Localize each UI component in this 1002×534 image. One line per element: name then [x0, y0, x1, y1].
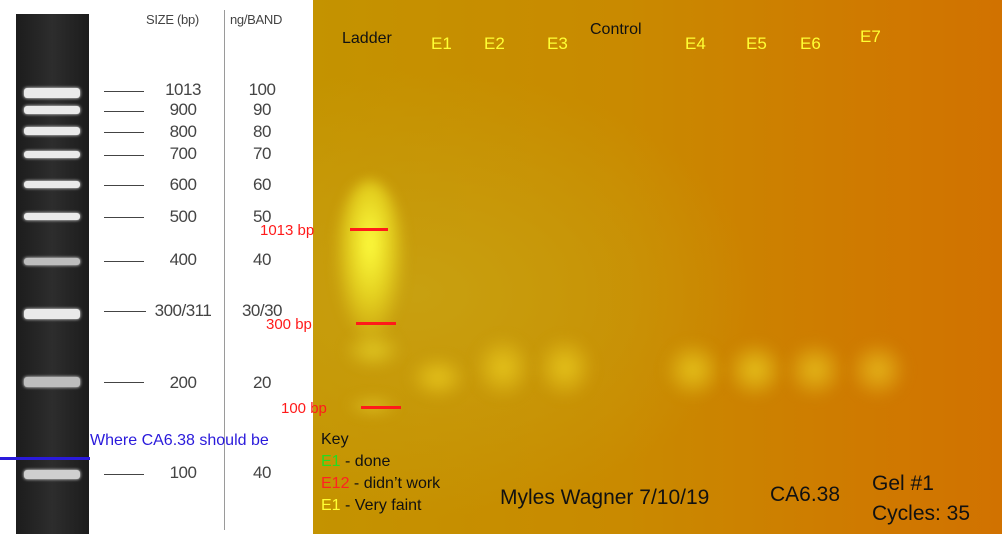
lane-e5-band — [725, 340, 785, 400]
size-label: 700 — [169, 144, 197, 163]
gel-number: Gel #1 — [872, 472, 934, 495]
column-divider — [224, 10, 225, 530]
ng-label: 90 — [253, 100, 271, 119]
key-item-failed: E12 - didn’t work — [321, 475, 440, 493]
ng-label: 100 — [248, 80, 276, 99]
key-code: E1 — [321, 453, 341, 470]
ladder-smear — [335, 180, 405, 340]
ng-label: 40 — [253, 250, 271, 269]
tick-300 — [104, 311, 146, 312]
lane-label-e3: E3 — [547, 34, 568, 53]
ng-label: 40 — [253, 463, 271, 482]
lane-e2-band — [473, 335, 533, 400]
ng-label: 50 — [253, 207, 271, 226]
key-text: - Very faint — [340, 497, 422, 514]
ref-band-900 — [24, 106, 80, 114]
ng-label: 70 — [253, 144, 271, 163]
ng-label: 20 — [253, 373, 271, 392]
size-label: 400 — [169, 250, 197, 269]
ref-band-700 — [24, 151, 80, 158]
tick-500 — [104, 217, 144, 218]
ref-band-300 — [24, 309, 80, 319]
size-label: 900 — [169, 100, 197, 119]
key-text: - done — [340, 453, 391, 470]
tick-200 — [104, 382, 144, 383]
lane-e1-band — [408, 355, 468, 400]
key-item-done: E1 - done — [321, 453, 390, 471]
marker-label-100: 100 bp — [281, 400, 327, 417]
cycle-count: Cycles: 35 — [872, 502, 971, 525]
primer-name: CA6.38 — [770, 483, 841, 506]
lane-label-ladder: Ladder — [342, 30, 392, 47]
ref-band-1013 — [24, 88, 80, 98]
key-item-faint: E1 - Very faint — [321, 497, 422, 515]
ng-label: 60 — [253, 175, 271, 194]
tick-600 — [104, 185, 144, 186]
ladder-low-band — [343, 330, 403, 370]
size-label: 800 — [169, 122, 197, 141]
size-label: 500 — [169, 207, 197, 226]
tick-800 — [104, 132, 144, 133]
ref-band-600 — [24, 181, 80, 188]
key-text: - didn’t work — [349, 475, 441, 492]
ref-band-800 — [24, 127, 80, 135]
gel-image: Ladder E1 E2 E3 Control E4 E5 E6 E7 — [313, 0, 1002, 534]
expected-position-line — [0, 457, 90, 460]
size-label: 200 — [169, 373, 197, 392]
tick-100 — [104, 474, 144, 475]
lane-e4-band — [663, 340, 723, 400]
lane-label-e2: E2 — [484, 34, 505, 53]
marker-line-1013 — [350, 228, 388, 231]
lane-e3-band — [535, 335, 595, 400]
lane-e7-band — [848, 340, 908, 400]
ref-band-400 — [24, 258, 80, 265]
lane-label-e4: E4 — [685, 34, 706, 53]
marker-line-100 — [361, 406, 401, 409]
reference-ladder-lane — [16, 14, 89, 534]
lane-label-e7: E7 — [860, 27, 881, 46]
expected-position-note: Where CA6.38 should be — [90, 432, 269, 449]
reference-ladder-panel: SIZE (bp) ng/BAND 1013 900 800 700 600 5… — [0, 0, 313, 534]
author-date: Myles Wagner 7/10/19 — [500, 486, 710, 509]
marker-label-1013: 1013 bp — [260, 222, 315, 239]
ng-label: 80 — [253, 122, 271, 141]
key-title: Key — [321, 431, 349, 448]
lane-label-e6: E6 — [800, 34, 821, 53]
tick-400 — [104, 261, 144, 262]
lane-label-e5: E5 — [746, 34, 767, 53]
key-code: E12 — [321, 475, 350, 492]
size-label: 100 — [169, 463, 197, 482]
size-header: SIZE (bp) — [146, 12, 199, 27]
marker-line-300 — [356, 322, 396, 325]
tick-900 — [104, 111, 144, 112]
tick-1013 — [104, 91, 144, 92]
size-label: 300/311 — [154, 301, 212, 320]
ng-label: 30/30 — [241, 301, 283, 320]
key-code: E1 — [321, 497, 341, 514]
lane-e6-band — [785, 340, 845, 400]
ref-band-100 — [24, 470, 80, 479]
size-label: 600 — [169, 175, 197, 194]
marker-label-300: 300 bp — [266, 316, 312, 333]
ref-band-200 — [24, 377, 80, 387]
tick-700 — [104, 155, 144, 156]
size-label: 1013 — [165, 80, 201, 99]
ng-header: ng/BAND — [230, 12, 283, 27]
lane-label-control: Control — [590, 21, 642, 38]
lane-label-e1: E1 — [431, 34, 452, 53]
ref-band-500 — [24, 213, 80, 220]
